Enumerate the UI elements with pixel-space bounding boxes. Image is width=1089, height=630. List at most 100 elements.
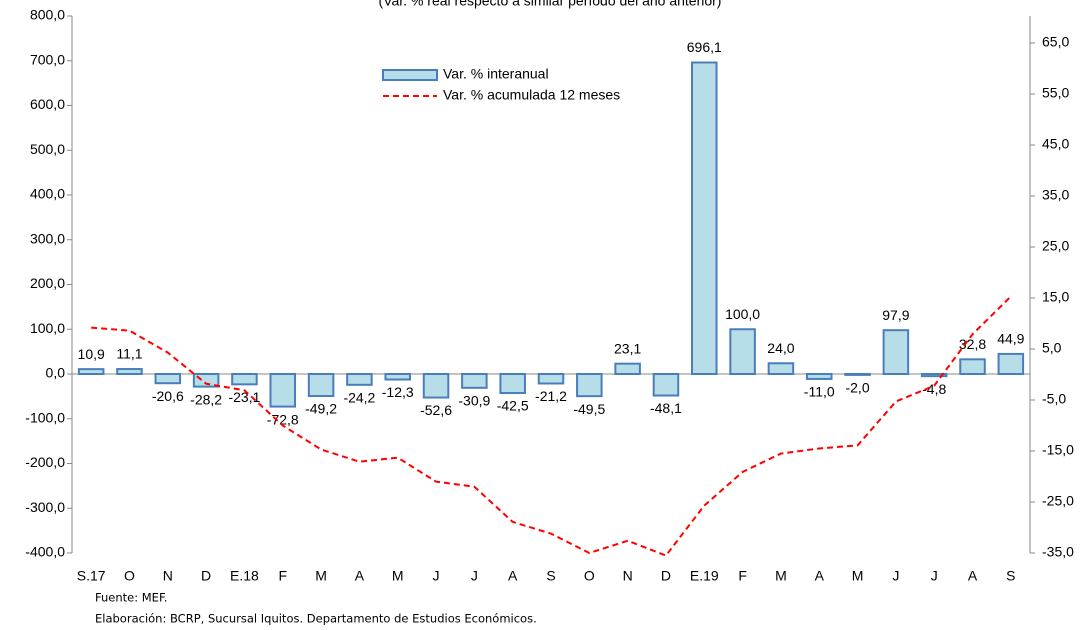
data-label: -24,2 — [343, 390, 375, 406]
data-label: 696,1 — [687, 39, 722, 55]
bar — [77, 368, 105, 376]
legend-label: Var. % acumulada 12 meses — [443, 87, 620, 103]
bar — [691, 61, 718, 376]
bar — [614, 362, 641, 375]
x-tick-label: F — [278, 568, 287, 584]
bar — [422, 373, 450, 399]
bar — [307, 373, 335, 398]
x-tick-label: A — [968, 568, 978, 584]
data-label: 32,8 — [959, 336, 986, 352]
data-label: -72,8 — [267, 411, 299, 427]
y-tick-label: 800,0 — [30, 7, 65, 23]
y2-tick-label: 65,0 — [1042, 34, 1069, 50]
bar — [461, 373, 488, 389]
data-label: -30,9 — [458, 393, 490, 409]
y2-tick-label: 15,0 — [1042, 289, 1069, 305]
bar — [997, 352, 1025, 376]
data-label: -11,0 — [804, 384, 835, 400]
y2-tick-label: -25,0 — [1042, 493, 1074, 509]
bar — [805, 373, 833, 380]
x-tick-label: A — [815, 568, 825, 584]
legend-swatch — [382, 69, 438, 81]
x-tick-label: N — [163, 568, 173, 584]
y-tick-label: 0,0 — [46, 365, 66, 381]
bar — [346, 373, 373, 386]
bar — [116, 368, 143, 375]
line — [91, 295, 1012, 557]
y2-tick-label: 5,0 — [1042, 340, 1062, 356]
bar — [192, 373, 220, 388]
footnote: Fuente: MEF. — [95, 591, 167, 605]
x-tick-label: A — [508, 568, 518, 584]
x-tick-label: J — [433, 568, 440, 584]
data-label: 23,1 — [614, 340, 641, 356]
x-tick-label: M — [852, 568, 864, 584]
y-tick-label: -100,0 — [25, 409, 65, 425]
bar — [652, 373, 680, 397]
x-tick-label: M — [392, 568, 404, 584]
x-tick-label: O — [124, 568, 135, 584]
bar — [499, 373, 526, 395]
y2-tick-label: 35,0 — [1042, 187, 1069, 203]
x-tick-label: D — [201, 568, 211, 584]
bar — [729, 328, 756, 375]
legend-label: Var. % interanual — [443, 66, 549, 82]
chart-title: (Var. % real respecto a similar período … — [379, 0, 722, 9]
y-tick-label: 100,0 — [30, 320, 65, 336]
data-label: -20,6 — [152, 388, 184, 404]
data-label: 24,0 — [767, 340, 794, 356]
bar — [154, 373, 182, 385]
x-tick-label: D — [661, 568, 671, 584]
y2-tick-label: 45,0 — [1042, 136, 1069, 152]
data-label: -48,1 — [650, 400, 682, 416]
y-tick-label: 600,0 — [30, 96, 65, 112]
x-tick-label: A — [355, 568, 365, 584]
data-label: -49,2 — [305, 401, 337, 417]
bar — [767, 362, 795, 376]
y-tick-label: 700,0 — [30, 51, 65, 67]
y-tick-label: 300,0 — [30, 230, 65, 246]
x-tick-label: S.17 — [77, 568, 106, 584]
footnote: Elaboración: BCRP, Sucursal Iquitos. Dep… — [95, 612, 537, 626]
data-label: 44,9 — [997, 331, 1024, 347]
data-label: -2,0 — [845, 380, 869, 396]
bar — [959, 358, 986, 375]
y-tick-label: 200,0 — [30, 275, 65, 291]
bar — [384, 373, 411, 381]
x-tick-label: M — [315, 568, 327, 584]
y-tick-label: -200,0 — [25, 454, 65, 470]
bar — [537, 373, 565, 385]
bar — [844, 373, 871, 376]
x-tick-label: M — [775, 568, 787, 584]
x-tick-label: J — [471, 568, 478, 584]
y2-tick-label: 55,0 — [1042, 85, 1069, 101]
y2-tick-label: -35,0 — [1042, 544, 1074, 560]
bar — [882, 329, 910, 376]
y-tick-label: 400,0 — [30, 186, 65, 202]
x-tick-label: N — [623, 568, 633, 584]
x-tick-label: E.18 — [230, 568, 259, 584]
y2-tick-label: -15,0 — [1042, 442, 1074, 458]
x-tick-label: E.19 — [690, 568, 719, 584]
y-tick-label: 500,0 — [30, 141, 65, 157]
x-tick-label: J — [931, 568, 938, 584]
data-label: 97,9 — [882, 307, 909, 323]
x-tick-label: O — [584, 568, 595, 584]
bar — [231, 373, 258, 386]
data-label: -42,5 — [497, 398, 529, 414]
bar — [576, 373, 603, 398]
data-label: 100,0 — [725, 306, 760, 322]
data-label: -4,8 — [922, 381, 946, 397]
data-label: -52,6 — [420, 402, 452, 418]
y2-tick-label: -5,0 — [1042, 391, 1066, 407]
y2-tick-label: 25,0 — [1042, 238, 1069, 254]
data-label: -21,2 — [535, 388, 567, 404]
data-label: -28,2 — [190, 391, 222, 407]
x-tick-label: J — [892, 568, 899, 584]
x-tick-label: S — [1006, 568, 1015, 584]
bar — [269, 373, 297, 408]
bar — [920, 373, 948, 378]
y-tick-label: -300,0 — [25, 499, 65, 515]
x-tick-label: S — [546, 568, 555, 584]
